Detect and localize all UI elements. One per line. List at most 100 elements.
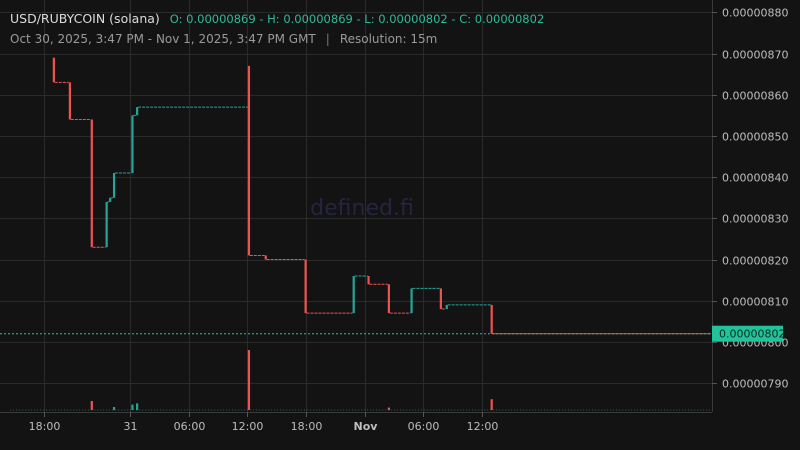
volume-baseline-dot: [709, 409, 711, 411]
volume-baseline-dot: [601, 409, 603, 411]
volume-baseline-dot: [526, 409, 528, 411]
candle: [264, 255, 267, 260]
volume-baseline-dot: [151, 409, 153, 411]
volume-baseline-dot: [97, 409, 99, 411]
volume-baseline-dot: [640, 409, 642, 411]
candle: [304, 259, 307, 314]
volume-baseline-dot: [682, 409, 684, 411]
volume-baseline-dot: [205, 409, 207, 411]
volume-baseline-dot: [175, 409, 177, 411]
volume-baseline-dot: [202, 409, 204, 411]
volume-baseline-dot: [184, 409, 186, 411]
volume-baseline-dot: [169, 409, 171, 411]
volume-baseline-dot: [649, 409, 651, 411]
volume-baseline-dot: [331, 409, 333, 411]
volume-baseline-dot: [160, 409, 162, 411]
volume-baseline-dot: [706, 409, 708, 411]
volume-baseline-dot: [514, 409, 516, 411]
volume-baseline-dot: [529, 409, 531, 411]
volume-baseline-dot: [409, 409, 411, 411]
volume-baseline-dot: [562, 409, 564, 411]
volume-baseline-dot: [688, 409, 690, 411]
grid-lines: [0, 0, 712, 412]
volume-baseline-dot: [310, 409, 312, 411]
volume-baseline-dot: [475, 409, 477, 411]
pair-symbol: USD/RUBYCOIN (solana): [10, 11, 160, 26]
volume-baseline-dot: [457, 409, 459, 411]
volume-baseline-dot: [37, 409, 39, 411]
x-tick-label: 12:00: [467, 420, 499, 433]
volume-baseline-dot: [442, 409, 444, 411]
volume-baseline-dot: [511, 409, 513, 411]
volume-baseline-dot: [619, 409, 621, 411]
volume-baseline-dot: [58, 409, 60, 411]
volume-baseline-dot: [559, 409, 561, 411]
volume-baseline-dot: [154, 409, 156, 411]
candle: [112, 173, 116, 198]
volume-baseline-dot: [187, 409, 189, 411]
candle: [105, 201, 108, 248]
volume-baseline-dot: [295, 409, 297, 411]
volume-baseline-dot: [592, 409, 594, 411]
volume-baseline-dot: [220, 409, 222, 411]
volume-baseline-dot: [463, 409, 465, 411]
volume-baseline-dot: [349, 409, 351, 411]
volume-baseline-dot: [19, 409, 21, 411]
volume-baseline-dot: [316, 409, 318, 411]
y-tick-label: 0.00000850: [722, 131, 788, 144]
volume-baseline-dot: [658, 409, 660, 411]
volume-baseline-dot: [691, 409, 693, 411]
volume-baseline-dot: [550, 409, 552, 411]
volume-baseline-dot: [304, 409, 306, 411]
volume-baseline-dot: [598, 409, 600, 411]
volume-baseline-dot: [415, 409, 417, 411]
volume-baseline-dot: [64, 409, 66, 411]
volume-baseline-dot: [406, 409, 408, 411]
volume-baseline-dot: [652, 409, 654, 411]
volume-baseline-dot: [340, 409, 342, 411]
volume-baseline-dot: [115, 409, 117, 411]
volume-baseline-dot: [385, 409, 387, 411]
volume-baseline-dot: [16, 409, 18, 411]
volume-baseline-dot: [319, 409, 321, 411]
last-price-badge: [712, 325, 783, 342]
volume-baseline-dot: [88, 409, 90, 411]
volume-baseline-dot: [520, 409, 522, 411]
volume-baseline-dot: [61, 409, 63, 411]
volume-baseline-dot: [82, 409, 84, 411]
volume-baseline-dot: [214, 409, 216, 411]
volume-baseline-dot: [133, 409, 135, 411]
volume-baseline-dot: [544, 409, 546, 411]
y-tick-label: 0.00000790: [722, 378, 788, 391]
candle: [352, 276, 355, 314]
volume-baseline-dot: [403, 409, 405, 411]
volume-baseline-dot: [229, 409, 231, 411]
volume-baseline-dot: [199, 409, 201, 411]
volume-baseline-dot: [571, 409, 573, 411]
volume-baseline-dot: [586, 409, 588, 411]
ohlc-readout: O: 0.00000869 - H: 0.00000869 - L: 0.000…: [169, 12, 545, 26]
candle: [136, 107, 139, 116]
volume-bar: [90, 401, 93, 410]
volume-baseline-dot: [226, 409, 228, 411]
volume-baseline-dot: [136, 409, 138, 411]
volume-baseline-dot: [448, 409, 450, 411]
volume-bars: [10, 350, 711, 411]
volume-baseline-dot: [583, 409, 585, 411]
volume-baseline-dot: [274, 409, 276, 411]
volume-baseline-dot: [127, 409, 129, 411]
header-separator: |: [325, 32, 330, 46]
candle: [445, 304, 448, 309]
volume-baseline-dot: [298, 409, 300, 411]
volume-baseline-dot: [208, 409, 210, 411]
volume-baseline-dot: [697, 409, 699, 411]
volume-baseline-dot: [595, 409, 597, 411]
volume-baseline-dot: [541, 409, 543, 411]
volume-baseline-dot: [241, 409, 243, 411]
volume-baseline-dot: [439, 409, 441, 411]
volume-baseline-dot: [172, 409, 174, 411]
volume-baseline-dot: [466, 409, 468, 411]
volume-baseline-dot: [346, 409, 348, 411]
volume-bar: [112, 407, 116, 410]
